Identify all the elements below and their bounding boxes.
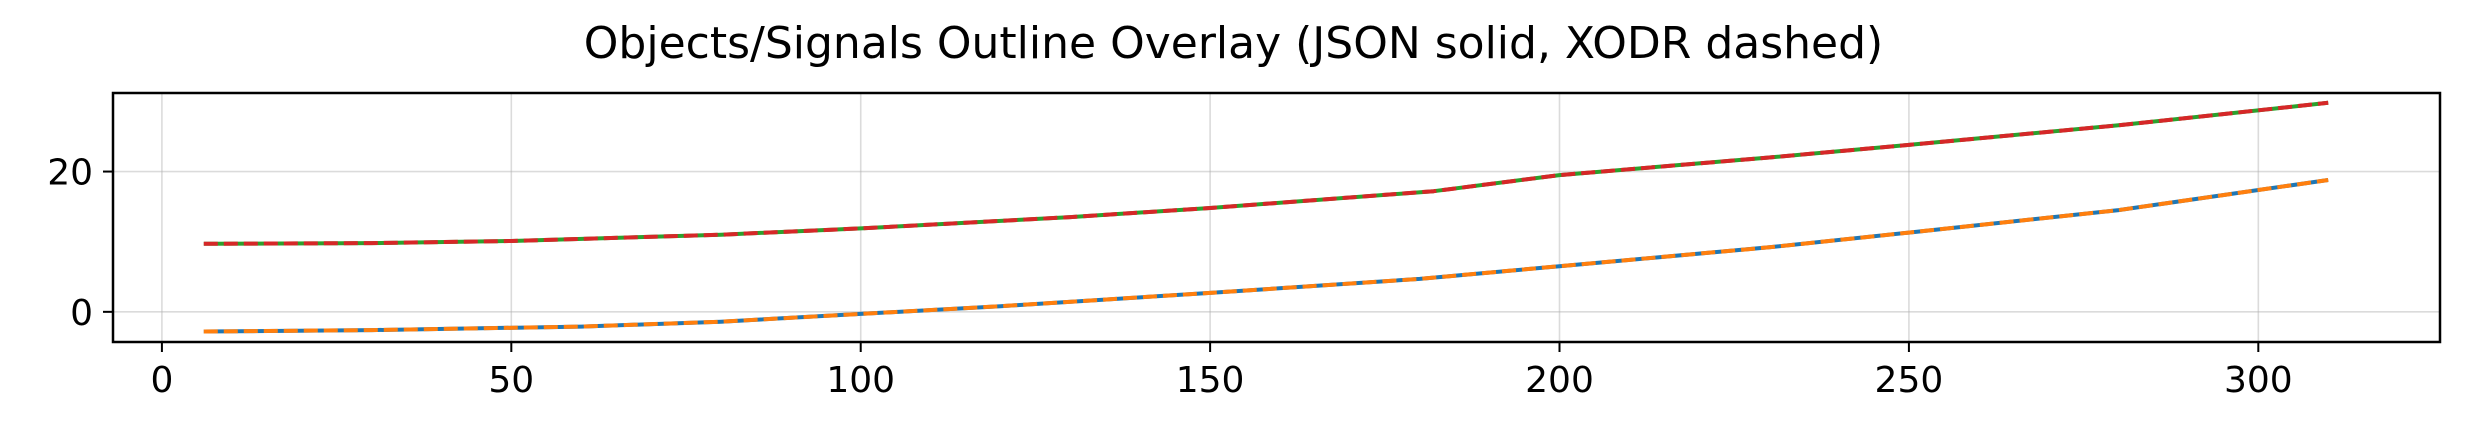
grid [113, 93, 2440, 342]
x-tick-label: 300 [2224, 360, 2293, 401]
series-group [203, 100, 2329, 334]
x-axis: 0 50 100 150 200 250 300 [150, 342, 2293, 401]
x-tick-label: 200 [1525, 360, 1594, 401]
y-axis: 0 20 [47, 153, 113, 334]
x-tick-label: 150 [1176, 360, 1245, 401]
series-line-4 [203, 100, 2329, 246]
y-tick-label: 0 [70, 293, 93, 334]
x-tick-label: 250 [1875, 360, 1944, 401]
axes-frame [111, 91, 2442, 344]
x-tick-label: 0 [150, 360, 173, 401]
series-line-2 [203, 178, 2329, 334]
x-tick-label: 50 [488, 360, 534, 401]
chart-title: Objects/Signals Outline Overlay (JSON so… [583, 18, 1884, 69]
x-tick-label: 100 [826, 360, 895, 401]
y-tick-label: 20 [47, 153, 93, 194]
